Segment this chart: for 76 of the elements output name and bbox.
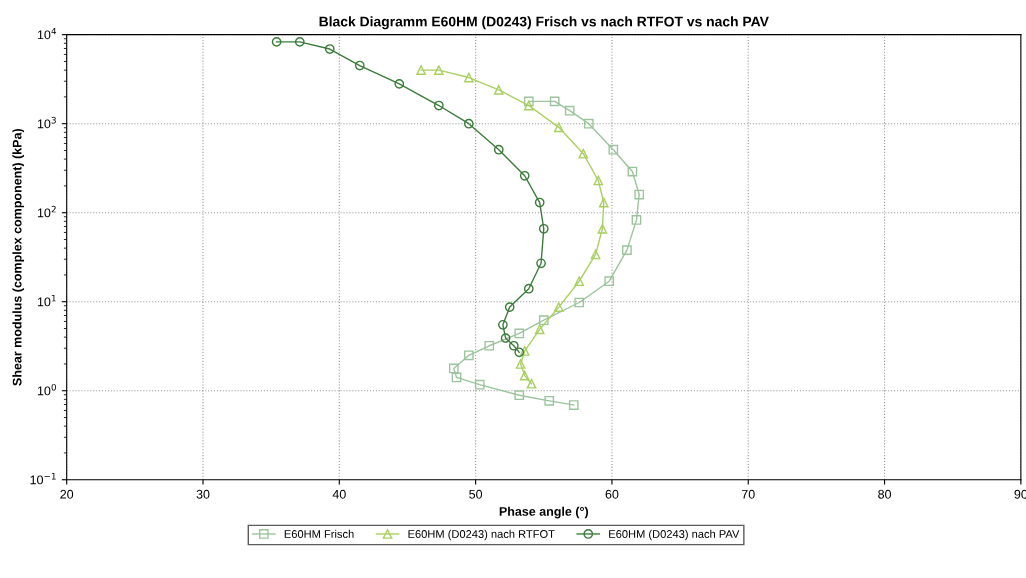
point (523, 283, 534, 294)
x-tick-label: 80 (878, 489, 892, 499)
point (608, 144, 619, 155)
point (526, 378, 537, 389)
point (593, 175, 604, 186)
point (354, 60, 365, 71)
y-tick-label: 10$^{4}$ (37, 27, 57, 40)
y-tick-label: 10$^{0}$ (37, 383, 56, 396)
point (549, 96, 560, 107)
point (553, 302, 564, 312)
point (394, 79, 405, 89)
point (433, 65, 444, 75)
legend-label: E60HM (D0243) nach PAV (609, 529, 740, 541)
point (416, 65, 426, 75)
point (484, 340, 495, 351)
point (493, 144, 504, 155)
point (519, 170, 530, 181)
point (627, 166, 638, 177)
point (515, 359, 526, 369)
point (448, 363, 459, 374)
point (500, 333, 511, 343)
point (597, 223, 608, 234)
x-tick-label: 20 (60, 489, 74, 499)
point (463, 118, 474, 129)
point (514, 347, 525, 358)
point (523, 100, 534, 111)
point (514, 328, 525, 339)
point (294, 37, 305, 47)
x-tick-label: 60 (605, 489, 619, 499)
point (553, 122, 564, 133)
point (433, 100, 444, 111)
point (544, 395, 555, 406)
x-tick-label: 40 (332, 489, 346, 499)
point (604, 276, 615, 287)
point (523, 96, 534, 107)
point (574, 297, 585, 308)
x-tick-label: 30 (196, 489, 210, 499)
point (622, 245, 632, 255)
point (534, 324, 545, 335)
point (463, 72, 474, 83)
point (634, 189, 645, 200)
point (493, 84, 504, 95)
y-tick-label: 10$^{1}$ (37, 295, 56, 307)
y-tick-label: 10$^{−1}$ (30, 473, 56, 485)
point (508, 340, 519, 351)
point (451, 372, 462, 383)
point (463, 350, 474, 361)
y-tick-label: 10$^{2}$ (37, 205, 56, 218)
point (504, 302, 515, 312)
point (583, 118, 594, 129)
chart-title: Black Diagramm E60HM (D0243) Frisch vs nach RTFOT vs nach PAV (319, 16, 769, 30)
point (538, 223, 549, 234)
point (519, 370, 530, 381)
point (578, 148, 589, 159)
point (574, 276, 585, 287)
y-axis-title: Shear modulus (complex component) (kPa) (12, 128, 25, 386)
legend-label: E60HM Frisch (284, 529, 354, 538)
point (498, 319, 508, 330)
point (568, 400, 579, 410)
point (324, 44, 335, 54)
point (538, 315, 549, 326)
point (474, 379, 485, 390)
point (631, 215, 642, 225)
legend-label: E60HM (D0243) nach RTFOT (408, 529, 555, 541)
x-axis-title: Phase angle (°) (499, 506, 589, 519)
point (534, 197, 545, 208)
point (536, 258, 546, 269)
y-tick-label: 10$^{3}$ (37, 116, 56, 129)
x-tick-label: 70 (741, 489, 755, 499)
point (564, 105, 575, 116)
point (590, 249, 601, 260)
point (514, 390, 525, 401)
x-tick-label: 50 (469, 489, 483, 499)
point (271, 37, 282, 47)
point (519, 346, 530, 356)
point (598, 197, 609, 208)
